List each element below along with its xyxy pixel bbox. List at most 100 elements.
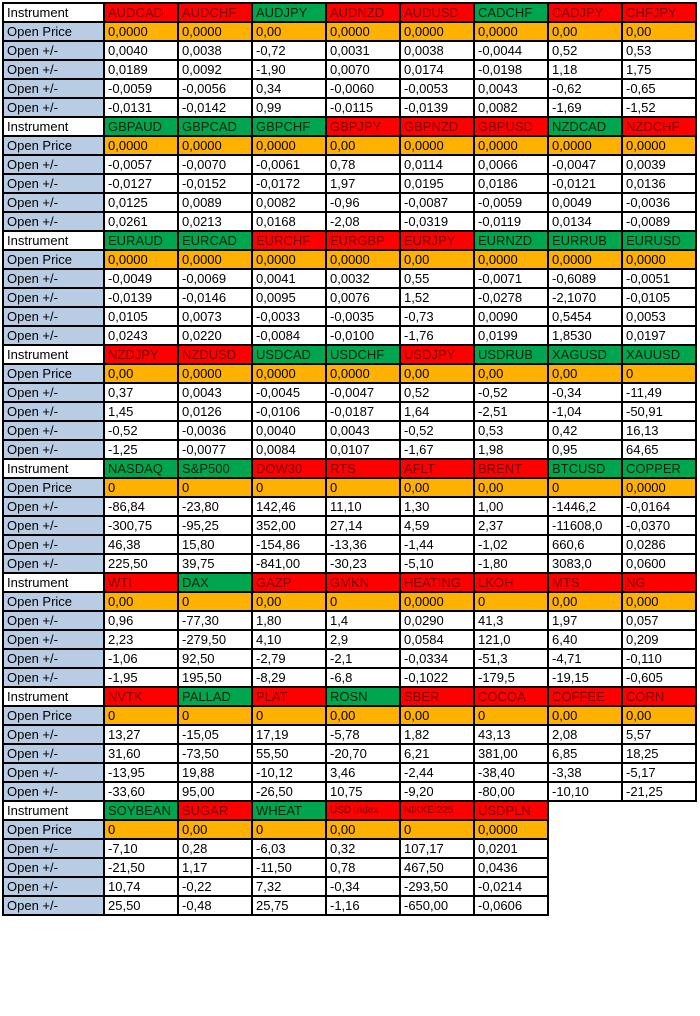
open-change-cell: 1,97: [325, 173, 401, 194]
open-change-cell: 15,80: [177, 534, 253, 555]
open-change-cell: -0,0152: [177, 173, 253, 194]
open-change-row: Open +/- 0,0189 0,0092 -1,90 0,0070 0,0174 -0,…: [2, 59, 697, 80]
open-change-cell: 467,50: [399, 857, 475, 878]
open-change-cell: 0,0186: [473, 173, 549, 194]
open-change-cell: 0,209: [621, 629, 697, 650]
open-change-cell: 0,0041: [251, 268, 327, 289]
open-price-row: Open Price 0 0,00 0 0,00 0 0,0000: [2, 819, 696, 840]
instrument-cell: EURCAD: [177, 230, 253, 251]
row-label-open-change: Open +/-: [2, 287, 105, 308]
instrument-cell: MTS: [547, 572, 623, 593]
open-change-cell: 17,19: [251, 724, 327, 745]
open-change-cell: 0,0038: [177, 40, 253, 61]
open-change-row: Open +/- -0,0059 -0,0056 0,34 -0,0060 -0,0053…: [2, 78, 697, 99]
open-price-cell: 0,0000: [621, 477, 697, 498]
open-change-cell: -2,08: [325, 211, 401, 232]
open-change-cell: 0,0243: [103, 325, 179, 346]
row-label-open-change: Open +/-: [2, 78, 105, 99]
open-price-cell: 0,00: [251, 21, 327, 42]
empty-cell: [548, 839, 622, 858]
open-change-cell: 1,45: [103, 401, 179, 422]
open-change-cell: -1446,2: [547, 496, 623, 517]
open-change-cell: 1,82: [399, 724, 475, 745]
open-change-cell: 1,8530: [547, 325, 623, 346]
open-change-cell: -0,0045: [251, 382, 327, 403]
open-price-cell: 0,0000: [251, 363, 327, 384]
instrument-header-row: Instrument AUDCAD AUDCHF AUDJPY AUDNZD AUDUSD…: [2, 2, 697, 23]
open-change-cell: 381,00: [473, 743, 549, 764]
open-change-cell: 0,0049: [547, 192, 623, 213]
open-price-cell: 0,0000: [473, 135, 549, 156]
open-price-cell: 0,00: [103, 591, 179, 612]
empty-cell: [548, 858, 622, 877]
open-change-cell: -293,50: [399, 876, 475, 897]
open-price-cell: 0,0000: [177, 249, 253, 270]
open-change-cell: 25,75: [251, 895, 327, 916]
open-change-cell: -1,95: [103, 667, 179, 688]
open-change-cell: -80,00: [473, 781, 549, 802]
open-change-row: Open +/- -300,75 -95,25 352,00 27,14 4,59 2,37…: [2, 515, 697, 536]
open-change-cell: 0,0040: [251, 420, 327, 441]
instrument-cell: AUDCHF: [177, 2, 253, 23]
row-label-instrument: Instrument: [2, 458, 105, 479]
open-price-cell: 0,0000: [621, 249, 697, 270]
open-change-cell: -6,8: [325, 667, 401, 688]
row-label-open-change: Open +/-: [2, 496, 105, 517]
row-label-open-change: Open +/-: [2, 743, 105, 764]
open-change-cell: -0,0069: [177, 268, 253, 289]
open-change-cell: -0,52: [103, 420, 179, 441]
open-change-cell: -0,0370: [621, 515, 697, 536]
row-label-open-price: Open Price: [2, 21, 105, 42]
instrument-header-row: Instrument EURAUD EURCAD EURCHF EURGBP EURJPY…: [2, 230, 697, 251]
open-change-cell: 0,0032: [325, 268, 401, 289]
open-change-cell: -2,79: [251, 648, 327, 669]
open-change-cell: 0,0261: [103, 211, 179, 232]
open-change-cell: 1,30: [399, 496, 475, 517]
instrument-cell: SBER: [399, 686, 475, 707]
open-change-cell: -0,0214: [473, 876, 549, 897]
open-price-cell: 0: [177, 591, 253, 612]
open-change-cell: -33,60: [103, 781, 179, 802]
open-change-cell: 0,0114: [399, 154, 475, 175]
open-change-cell: -0,0070: [177, 154, 253, 175]
instrument-cell: AUDNZD: [325, 2, 401, 23]
instrument-cell: NZDJPY: [103, 344, 179, 365]
open-change-cell: -841,00: [251, 553, 327, 574]
open-change-cell: -19,15: [547, 667, 623, 688]
instruments-table: Instrument AUDCAD AUDCHF AUDJPY AUDNZD AUDUSD…: [2, 2, 697, 916]
open-change-cell: 1,18: [547, 59, 623, 80]
open-change-cell: -0,0047: [325, 382, 401, 403]
row-label-open-price: Open Price: [2, 477, 105, 498]
open-price-cell: 0,00: [251, 591, 327, 612]
open-change-cell: 121,0: [473, 629, 549, 650]
open-price-cell: 0: [177, 477, 253, 498]
open-change-cell: 6,40: [547, 629, 623, 650]
open-price-cell: 0,00: [325, 135, 401, 156]
open-change-cell: 0,0107: [325, 439, 401, 460]
open-change-row: Open +/- -33,60 95,00 -26,50 10,75 -9,20 -80,0…: [2, 781, 697, 802]
open-change-cell: 0,53: [473, 420, 549, 441]
open-change-cell: -0,0089: [621, 211, 697, 232]
instrument-cell: USDPLN: [473, 800, 549, 821]
open-change-cell: -23,80: [177, 496, 253, 517]
open-change-cell: 0,37: [103, 382, 179, 403]
open-change-cell: 0,0290: [399, 610, 475, 631]
open-change-cell: -0,0187: [325, 401, 401, 422]
open-change-cell: -2,1: [325, 648, 401, 669]
instrument-cell: BTCUSD: [547, 458, 623, 479]
open-change-cell: 92,50: [177, 648, 253, 669]
open-price-cell: 0,00: [547, 363, 623, 384]
open-change-row: Open +/- 1,45 0,0126 -0,0106 -0,0187 1,64 -2,5…: [2, 401, 697, 422]
instrument-header-row: Instrument GBPAUD GBPCAD GBPCHF GBPJPY GBPNZD…: [2, 116, 697, 137]
open-change-cell: -279,50: [177, 629, 253, 650]
instrument-cell: NG: [621, 572, 697, 593]
open-price-row: Open Price 0,0000 0,0000 0,0000 0,0000 0,00 0,…: [2, 249, 697, 270]
open-change-cell: -0,0077: [177, 439, 253, 460]
instrument-cell: NVTK: [103, 686, 179, 707]
open-price-cell: 0,00: [621, 705, 697, 726]
open-change-cell: 2,37: [473, 515, 549, 536]
open-change-cell: 0,0053: [621, 306, 697, 327]
instrument-cell: USDJPY: [399, 344, 475, 365]
instrument-cell: DAX: [177, 572, 253, 593]
open-change-cell: 43,13: [473, 724, 549, 745]
